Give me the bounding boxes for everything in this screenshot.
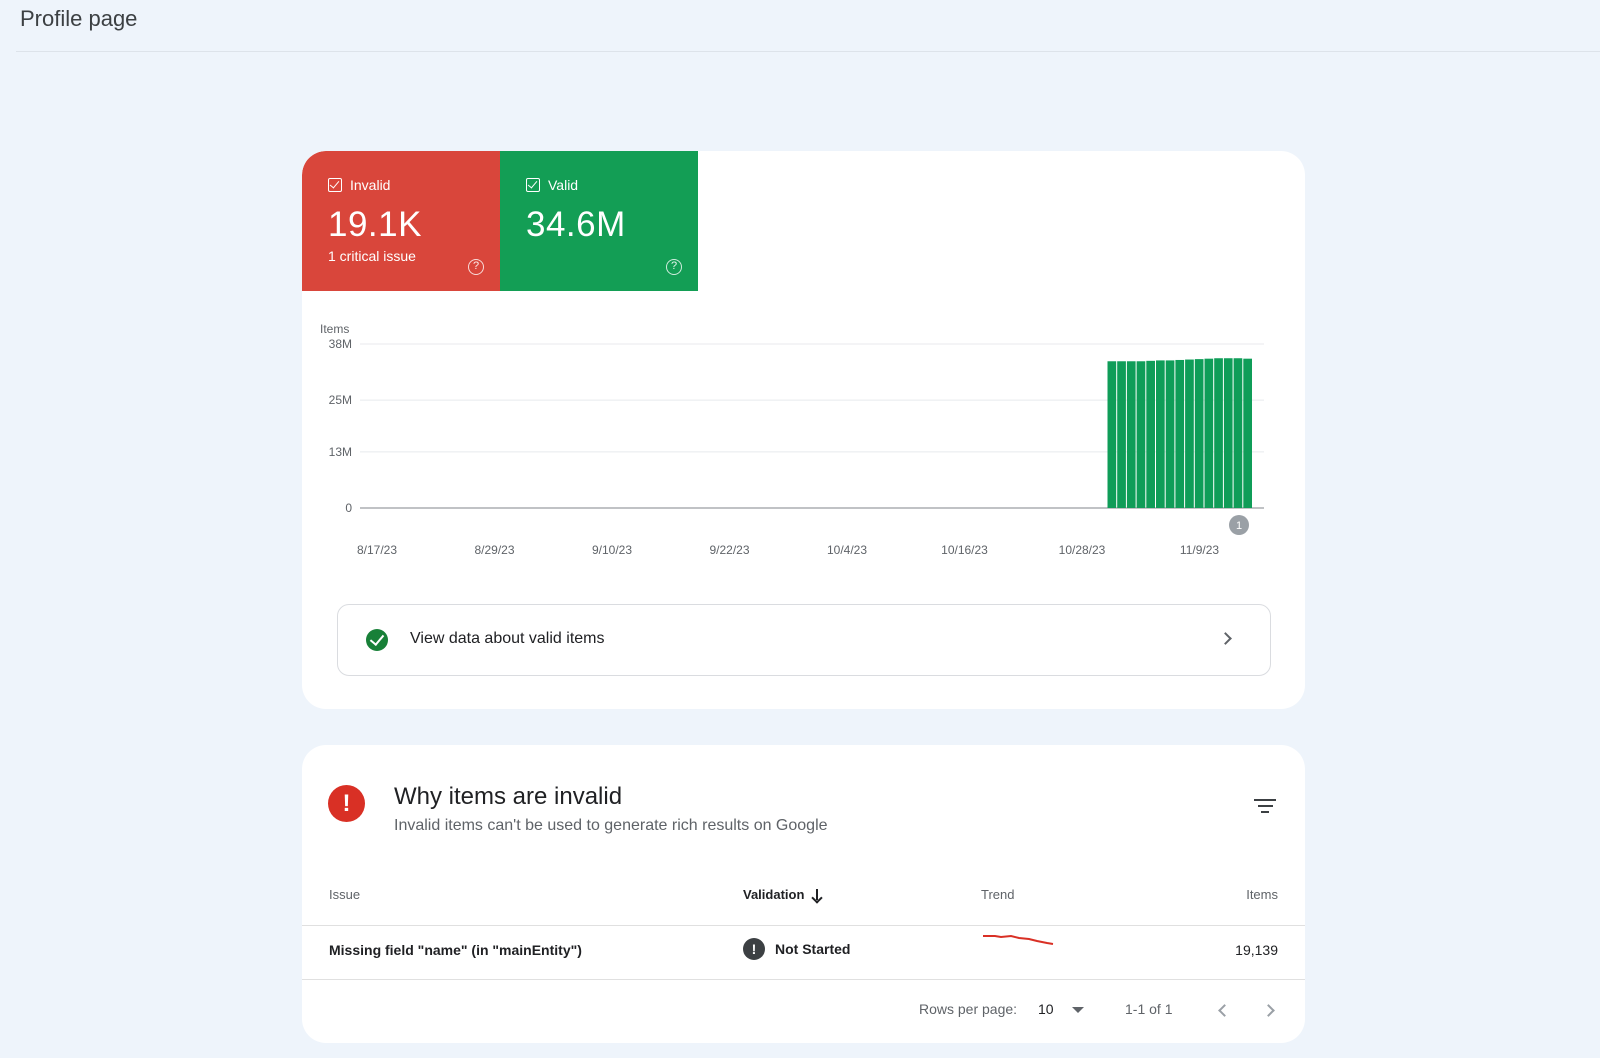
status-card: Invalid 19.1K 1 critical issue ? Valid 3…: [302, 151, 1305, 709]
section-subtitle: Invalid items can't be used to generate …: [394, 817, 828, 834]
section-title: Why items are invalid: [394, 783, 623, 810]
y-tick-label: 25M: [329, 393, 352, 407]
help-icon[interactable]: ?: [666, 259, 682, 275]
invalid-tile[interactable]: Invalid 19.1K 1 critical issue ?: [302, 151, 500, 291]
items-chart: Items 38M 25M 13M 0 8/17/23 8/29/23 9/10/23 9/22…: [302, 311, 1305, 561]
chart-bar: [1107, 361, 1117, 508]
chart-bar: [1233, 358, 1243, 508]
y-axis-label: Items: [320, 322, 349, 336]
chart-bar: [1185, 359, 1194, 508]
chart-bar: [1117, 361, 1126, 508]
sort-arrow-down-icon[interactable]: [812, 888, 822, 901]
annotation-marker: [1229, 515, 1249, 535]
check-circle-icon: [366, 629, 388, 651]
x-tick-label: 8/29/23: [474, 543, 514, 557]
view-valid-items-label: View data about valid items: [410, 630, 605, 647]
help-icon[interactable]: ?: [468, 259, 484, 275]
column-header-items[interactable]: Items: [1246, 887, 1278, 902]
y-tick-label: 38M: [329, 337, 352, 351]
x-tick-label: 10/16/23: [941, 543, 988, 557]
chart-bar: [1194, 359, 1204, 508]
checkbox-icon[interactable]: [526, 178, 540, 192]
x-tick-label: 10/4/23: [827, 543, 867, 557]
view-valid-items-row[interactable]: View data about valid items: [337, 604, 1271, 676]
invalid-count: 19.1K: [328, 205, 422, 244]
invalid-label: Invalid: [350, 177, 391, 193]
valid-tile-header: Valid: [526, 177, 578, 193]
y-tick-label: 0: [345, 501, 352, 515]
annotation-label: 1: [1236, 520, 1242, 532]
x-tick-label: 11/9/23: [1180, 543, 1219, 557]
x-tick-label: 10/28/23: [1059, 543, 1106, 557]
chevron-right-icon: [1219, 632, 1232, 645]
column-header-issue[interactable]: Issue: [329, 887, 361, 902]
rows-per-page-label: Rows per page:: [919, 1001, 1018, 1017]
divider: [302, 925, 1305, 926]
chart-bar: [1214, 358, 1223, 508]
page-title: Profile page: [20, 6, 138, 31]
chart-bar: [1156, 360, 1165, 508]
valid-label: Valid: [548, 177, 579, 193]
next-page-icon[interactable]: [1262, 1004, 1275, 1017]
critical-issue-text: 1 critical issue: [328, 248, 416, 264]
y-tick-label: 13M: [329, 445, 352, 459]
chart-bar: [1165, 360, 1175, 508]
chart-bar: [1146, 360, 1155, 508]
status-alert-icon: !: [743, 938, 765, 960]
page-range: 1-1 of 1: [1125, 1001, 1173, 1017]
error-icon: !: [328, 785, 365, 822]
column-header-validation-label: Validation: [743, 887, 805, 902]
chart-bar: [1243, 358, 1252, 508]
column-header-trend: Trend: [981, 887, 1015, 902]
page-header: Profile page: [16, 0, 1600, 52]
valid-count: 34.6M: [526, 205, 626, 244]
validation-cell: ! Not Started: [743, 938, 850, 960]
divider: [302, 979, 1305, 980]
chart-bar: [1175, 359, 1185, 508]
filter-icon[interactable]: [1254, 799, 1276, 815]
checkbox-icon[interactable]: [328, 178, 342, 192]
x-tick-label: 9/22/23: [709, 543, 749, 557]
column-header-validation[interactable]: Validation: [743, 887, 822, 902]
chart-bar: [1136, 361, 1146, 508]
chart-bar: [1126, 361, 1136, 508]
items-count-cell: 19,139: [1235, 942, 1278, 958]
x-tick-label: 9/10/23: [592, 543, 632, 557]
invalid-reasons-card: ! Why items are invalid Invalid items ca…: [302, 745, 1305, 1043]
dropdown-arrow-icon[interactable]: [1072, 1007, 1084, 1013]
issue-cell[interactable]: Missing field "name" (in "mainEntity"): [329, 942, 582, 958]
trend-sparkline: [983, 934, 1054, 945]
rows-per-page-select[interactable]: 10: [1038, 1001, 1054, 1017]
invalid-tile-header: Invalid: [328, 177, 390, 193]
previous-page-icon[interactable]: [1218, 1004, 1231, 1017]
validation-status: Not Started: [775, 941, 851, 957]
chart-bar: [1204, 358, 1214, 508]
chart-bar: [1223, 358, 1233, 508]
valid-tile[interactable]: Valid 34.6M ?: [500, 151, 698, 291]
x-tick-label: 8/17/23: [357, 543, 397, 557]
